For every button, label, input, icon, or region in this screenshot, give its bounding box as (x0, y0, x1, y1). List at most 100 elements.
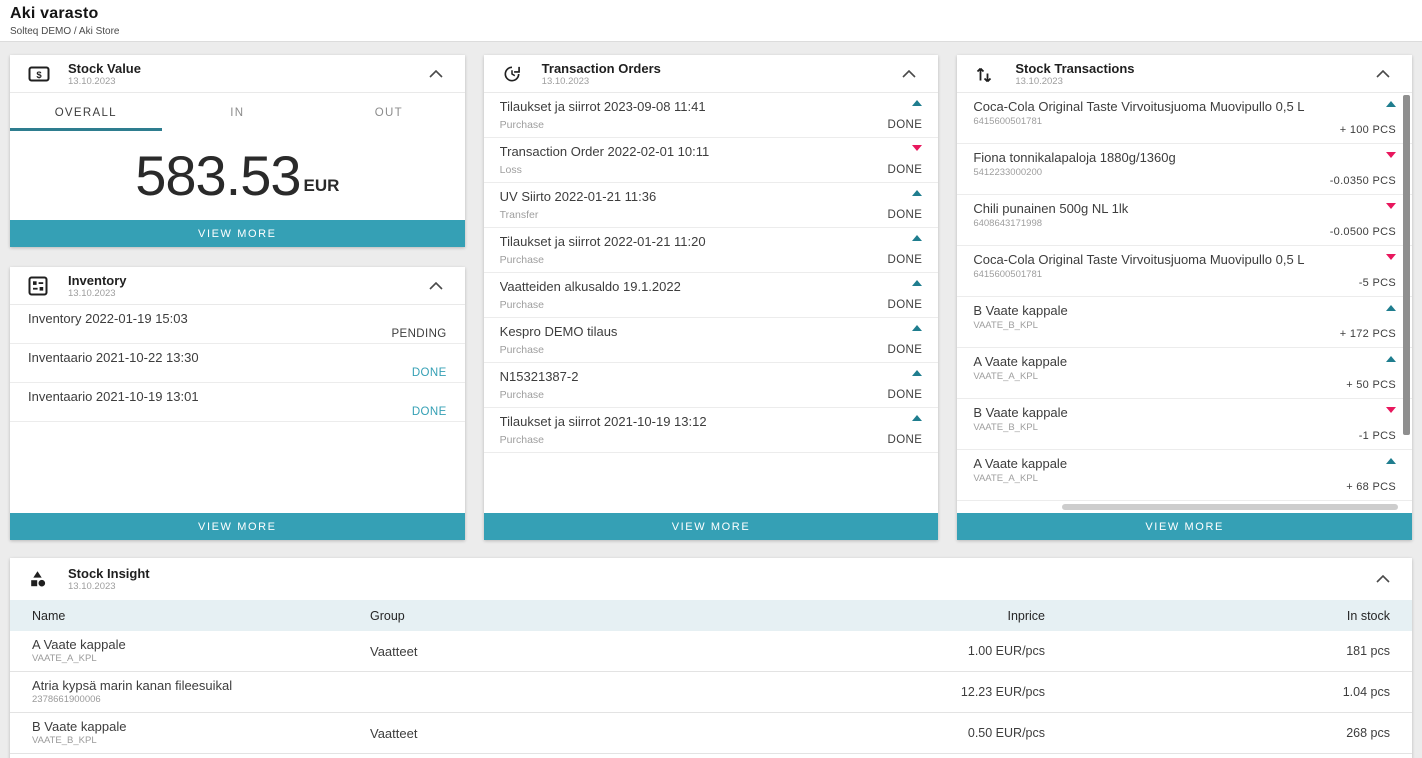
stock-value-display: 583.53 EUR (10, 131, 465, 220)
transaction-order-item[interactable]: Tilaukset ja siirrot 2022-01-21 11:20 Pu… (483, 228, 939, 273)
direction-arrow-icon (912, 235, 923, 241)
inventory-item[interactable]: Inventaario 2021-10-22 13:30 DONE (10, 344, 465, 383)
up-down-arrows-icon (975, 64, 999, 84)
chevron-up-icon (429, 69, 443, 78)
card-title: Inventory (68, 272, 127, 288)
transaction-order-item[interactable]: Vaatteiden alkusaldo 19.1.2022 Purchase … (483, 273, 939, 318)
stock-value-view-more-button[interactable]: VIEW MORE (10, 220, 465, 247)
left-column: $ Stock Value 13.10.2023 OVERALL IN OUT (10, 55, 465, 540)
transaction-order-item[interactable]: UV Siirto 2022-01-21 11:36 Transfer DONE (483, 183, 939, 228)
order-status: DONE (887, 344, 923, 356)
tab-out[interactable]: OUT (313, 93, 465, 131)
chevron-up-icon (902, 69, 916, 78)
order-type: Purchase (499, 389, 545, 401)
stock-value-header: $ Stock Value 13.10.2023 (10, 55, 465, 93)
direction-arrow-icon (912, 280, 923, 286)
transaction-quantity: + 172 PCS (1339, 328, 1396, 340)
card-title: Stock Value (68, 60, 141, 76)
column-header-name: Name (32, 608, 66, 623)
product-code: 2378661900006 (32, 694, 101, 705)
order-status: DONE (887, 209, 923, 221)
transaction-product-code: VAATE_A_KPL (973, 371, 1038, 382)
direction-arrow-icon (912, 415, 923, 421)
stock-transaction-item[interactable]: A Vaate kappale VAATE_A_KPL + 50 PCS (957, 348, 1412, 399)
card-title: Stock Insight (68, 566, 150, 581)
stock-transaction-item[interactable]: B Vaate kappale VAATE_B_KPL -1 PCS (957, 399, 1412, 450)
order-name: UV Siirto 2022-01-21 11:36 (499, 189, 657, 204)
stock-transaction-item[interactable]: Coca-Cola Original Taste Virvoitusjuoma … (957, 246, 1412, 297)
collapse-button[interactable] (1372, 571, 1394, 587)
stock-transaction-item[interactable]: A Vaate kappale VAATE_A_KPL + 68 PCS (957, 450, 1412, 501)
chevron-up-icon (1376, 69, 1390, 78)
transaction-order-item[interactable]: Transaction Order 2022-02-01 10:11 Loss … (483, 138, 939, 183)
order-name: Tilaukset ja siirrot 2021-10-19 13:12 (499, 414, 707, 429)
column-header-in-stock: In stock (1346, 608, 1390, 623)
shapes-icon (28, 569, 52, 589)
direction-arrow-icon (912, 145, 923, 151)
horizontal-scrollbar[interactable] (1061, 504, 1399, 510)
stock-insight-header: Stock Insight 13.10.2023 (10, 558, 1412, 600)
stock-value-currency: EUR (303, 175, 340, 195)
order-type: Purchase (499, 344, 545, 356)
transaction-order-item[interactable]: Tilaukset ja siirrot 2023-09-08 11:41 Pu… (483, 93, 939, 138)
stock-insight-row[interactable]: B Vaate kappale VAATE_B_KPL Vaatteet 0.5… (10, 713, 1412, 754)
collapse-button[interactable] (1372, 66, 1394, 82)
product-name: Atria kypsä marin kanan fileesuikal (32, 678, 233, 693)
stock-transaction-item[interactable]: Chili punainen 500g NL 1lk 6408643171998… (957, 195, 1412, 246)
order-type: Loss (499, 164, 522, 176)
svg-text:$: $ (36, 69, 42, 80)
transaction-quantity: -1 PCS (1358, 430, 1396, 442)
transaction-product-code: VAATE_B_KPL (973, 320, 1038, 331)
order-status: DONE (887, 389, 923, 401)
inventory-card: Inventory 13.10.2023 Inventory 2022-01-1… (10, 267, 465, 540)
stock-transaction-item[interactable]: Fiona tonnikalapaloja 1880g/1360g 541223… (957, 144, 1412, 195)
direction-arrow-icon (1385, 458, 1396, 464)
inventory-item-name: Inventory 2022-01-19 15:03 (28, 311, 188, 326)
page-header: Aki varasto Solteq DEMO / Aki Store (0, 0, 1422, 42)
product-name: B Vaate kappale (32, 719, 127, 734)
vertical-scrollbar[interactable] (1402, 95, 1410, 436)
product-code: VAATE_B_KPL (32, 735, 97, 746)
stock-insight-row[interactable]: Atria kypsä marin kanan fileesuikal 2378… (10, 672, 1412, 713)
stock-transaction-item[interactable]: Coca-Cola Original Taste Virvoitusjuoma … (957, 93, 1412, 144)
transaction-product-code: VAATE_A_KPL (973, 473, 1038, 484)
product-in-stock: 1.04 pcs (1342, 685, 1390, 699)
inventory-item-status: DONE (411, 367, 447, 379)
stock-insight-row[interactable]: A Vaate kappale VAATE_A_KPL Vaatteet 1.0… (10, 631, 1412, 672)
transaction-orders-header: Transaction Orders 13.10.2023 (483, 55, 939, 93)
inventory-list: Inventory 2022-01-19 15:03 PENDING Inven… (10, 305, 465, 513)
stock-transactions-view-more-button[interactable]: VIEW MORE (957, 513, 1412, 540)
transaction-order-item[interactable]: Tilaukset ja siirrot 2021-10-19 13:12 Pu… (483, 408, 939, 453)
page-title: Aki varasto (10, 5, 99, 22)
stock-insight-card: Stock Insight 13.10.2023 Name Group Inpr… (10, 558, 1412, 758)
order-name: Tilaukset ja siirrot 2023-09-08 11:41 (499, 99, 706, 114)
chevron-up-icon (1376, 575, 1390, 583)
product-inprice: 12.23 EUR/pcs (960, 685, 1045, 699)
inventory-item[interactable]: Inventory 2022-01-19 15:03 PENDING (10, 305, 465, 344)
transaction-orders-view-more-button[interactable]: VIEW MORE (483, 513, 939, 540)
collapse-button[interactable] (425, 66, 447, 82)
money-icon: $ (28, 65, 52, 83)
top-cards-grid: $ Stock Value 13.10.2023 OVERALL IN OUT (10, 55, 1412, 540)
tab-in[interactable]: IN (162, 93, 314, 131)
inventory-item[interactable]: Inventaario 2021-10-19 13:01 DONE (10, 383, 465, 422)
transaction-product-code: 6415600501781 (973, 269, 1043, 280)
collapse-button[interactable] (898, 66, 920, 82)
stock-transaction-item[interactable]: B Vaate kappale VAATE_B_KPL + 172 PCS (957, 297, 1412, 348)
direction-arrow-icon (1385, 407, 1396, 413)
direction-arrow-icon (1385, 101, 1396, 107)
dashboard-content: $ Stock Value 13.10.2023 OVERALL IN OUT (0, 42, 1422, 758)
product-inprice: 1.00 EUR/pcs (967, 644, 1045, 658)
inventory-item-status: DONE (411, 406, 447, 418)
card-date: 13.10.2023 (1015, 75, 1063, 87)
inventory-view-more-button[interactable]: VIEW MORE (10, 513, 465, 540)
transaction-order-item[interactable]: Kespro DEMO tilaus Purchase DONE (483, 318, 939, 363)
order-type: Purchase (499, 299, 545, 311)
collapse-button[interactable] (425, 278, 447, 294)
tab-overall[interactable]: OVERALL (10, 93, 162, 131)
breadcrumb: Solteq DEMO / Aki Store (10, 26, 120, 37)
inventory-item-name: Inventaario 2021-10-22 13:30 (28, 350, 199, 365)
order-status: DONE (887, 119, 923, 131)
transaction-order-item[interactable]: N15321387-2 Purchase DONE (483, 363, 939, 408)
card-date: 13.10.2023 (68, 581, 116, 592)
